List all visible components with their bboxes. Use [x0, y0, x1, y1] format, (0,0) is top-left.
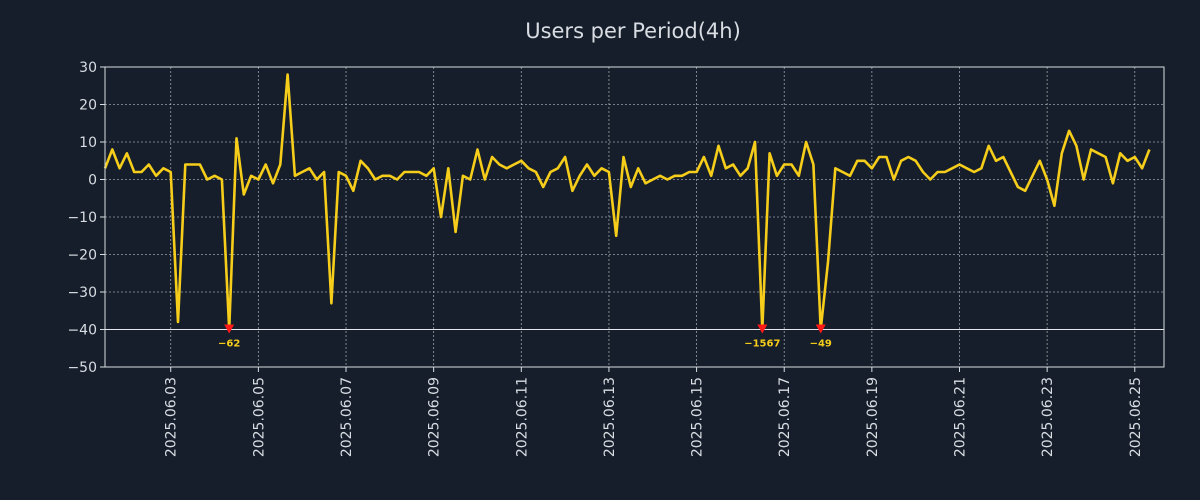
x-axis: 2025.06.03 2025.06.05 2025.06.07 2025.06.09… — [164, 367, 1144, 457]
y-tick-label: −30 — [67, 285, 97, 301]
x-tick-label: 2025.06.03 — [164, 377, 180, 457]
series-line — [103, 73, 1151, 331]
x-tick-label: 2025.06.07 — [339, 377, 355, 457]
x-tick-label: 2025.06.11 — [514, 377, 530, 457]
annotations: −62 −1567 −49 — [218, 324, 832, 350]
y-tick-label: 20 — [79, 98, 97, 114]
clipped-value-marker — [224, 324, 235, 334]
chart-title: Users per Period(4h) — [525, 19, 741, 43]
series — [103, 73, 1151, 331]
x-tick-label: 2025.06.17 — [777, 377, 793, 457]
y-tick-label: 30 — [79, 60, 97, 76]
plot-frame — [104, 66, 1165, 368]
x-tick-label: 2025.06.05 — [251, 377, 267, 457]
y-tick-label: −40 — [67, 323, 97, 339]
clipped-value-label: −49 — [810, 339, 832, 350]
clipped-value-marker — [815, 324, 826, 334]
y-axis: 30 20 10 0 −10 −20 −30 −40 −50 — [67, 60, 105, 376]
y-tick-label: 0 — [88, 173, 97, 189]
x-tick-label: 2025.06.09 — [427, 377, 443, 457]
y-tick-label: 10 — [79, 135, 97, 151]
clipped-value-marker — [757, 324, 768, 334]
x-tick-label: 2025.06.19 — [865, 377, 881, 457]
x-tick-label: 2025.06.25 — [1128, 377, 1144, 457]
clipped-value-label: −1567 — [744, 339, 780, 350]
x-tick-label: 2025.06.21 — [953, 377, 969, 457]
x-tick-label: 2025.06.13 — [602, 377, 618, 457]
grid — [105, 67, 1164, 367]
x-tick-label: 2025.06.15 — [690, 377, 706, 457]
y-tick-label: −20 — [67, 248, 97, 264]
clipped-value-label: −62 — [218, 339, 240, 350]
y-tick-label: −10 — [67, 210, 97, 226]
y-tick-label: −50 — [67, 360, 97, 376]
x-tick-label: 2025.06.23 — [1040, 377, 1056, 457]
